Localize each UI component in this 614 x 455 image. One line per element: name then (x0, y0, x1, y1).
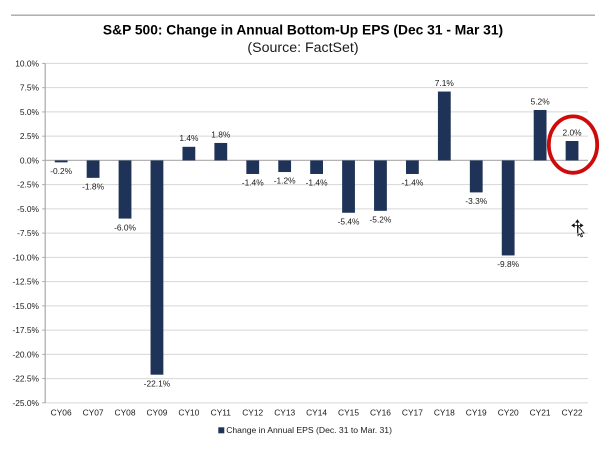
svg-text:-20.0%: -20.0% (12, 349, 39, 359)
svg-text:-6.0%: -6.0% (114, 222, 136, 232)
svg-text:-1.4%: -1.4% (306, 178, 328, 188)
svg-text:0.0%: 0.0% (20, 155, 40, 165)
svg-text:CY16: CY16 (370, 407, 391, 417)
svg-text:5.0%: 5.0% (20, 107, 40, 117)
svg-text:7.1%: 7.1% (435, 78, 455, 88)
svg-text:-5.4%: -5.4% (338, 216, 360, 226)
svg-text:-1.2%: -1.2% (274, 176, 296, 186)
svg-text:2.0%: 2.0% (562, 127, 582, 137)
svg-text:-15.0%: -15.0% (12, 301, 39, 311)
svg-text:-22.1%: -22.1% (144, 378, 171, 388)
svg-text:1.8%: 1.8% (211, 129, 231, 139)
svg-text:CY14: CY14 (306, 407, 327, 417)
svg-text:-7.5%: -7.5% (17, 228, 39, 238)
svg-text:S&P 500: Change in Annual Bott: S&P 500: Change in Annual Bottom-Up EPS … (103, 23, 503, 38)
svg-text:-1.4%: -1.4% (401, 178, 423, 188)
svg-text:-17.5%: -17.5% (12, 325, 39, 335)
svg-text:CY12: CY12 (242, 407, 263, 417)
svg-text:CY13: CY13 (274, 407, 295, 417)
svg-text:-1.4%: -1.4% (242, 178, 264, 188)
svg-text:-5.0%: -5.0% (17, 204, 39, 214)
svg-text:-12.5%: -12.5% (12, 277, 39, 287)
svg-text:CY08: CY08 (115, 407, 136, 417)
svg-text:1.4%: 1.4% (179, 133, 199, 143)
svg-text:CY21: CY21 (530, 407, 551, 417)
svg-text:-0.2%: -0.2% (50, 166, 72, 176)
svg-text:CY17: CY17 (402, 407, 423, 417)
svg-text:2.5%: 2.5% (20, 131, 40, 141)
svg-text:-5.2%: -5.2% (370, 215, 392, 225)
svg-text:5.2%: 5.2% (531, 96, 551, 106)
svg-text:CY07: CY07 (83, 407, 104, 417)
svg-text:CY19: CY19 (466, 407, 487, 417)
svg-text:CY22: CY22 (562, 407, 583, 417)
svg-text:CY20: CY20 (498, 407, 519, 417)
svg-text:-2.5%: -2.5% (17, 180, 39, 190)
svg-text:-10.0%: -10.0% (12, 252, 39, 262)
svg-text:CY15: CY15 (338, 407, 359, 417)
svg-text:-1.8%: -1.8% (82, 182, 104, 192)
svg-text:Change in Annual EPS (Dec. 31: Change in Annual EPS (Dec. 31 to Mar. 31… (226, 425, 392, 435)
svg-text:CY06: CY06 (51, 407, 72, 417)
svg-text:-22.5%: -22.5% (12, 374, 39, 384)
svg-text:CY18: CY18 (434, 407, 455, 417)
svg-text:CY09: CY09 (146, 407, 167, 417)
svg-text:7.5%: 7.5% (20, 83, 40, 93)
svg-text:-9.8%: -9.8% (497, 259, 519, 269)
svg-text:CY11: CY11 (211, 407, 232, 417)
svg-text:CY10: CY10 (178, 407, 199, 417)
svg-text:-25.0%: -25.0% (12, 398, 39, 408)
svg-text:(Source: FactSet): (Source: FactSet) (247, 40, 358, 56)
svg-text:-3.3%: -3.3% (465, 196, 487, 206)
svg-text:10.0%: 10.0% (15, 58, 39, 68)
